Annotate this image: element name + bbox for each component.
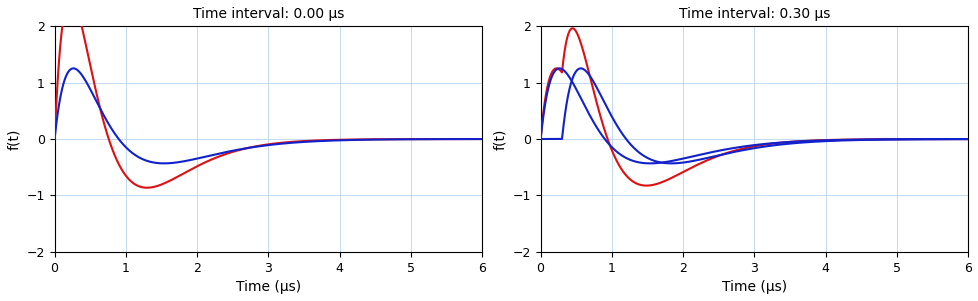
- Y-axis label: f(t): f(t): [7, 128, 21, 150]
- Title: Time interval: 0.00 μs: Time interval: 0.00 μs: [193, 7, 343, 21]
- X-axis label: Time (μs): Time (μs): [236, 280, 300, 294]
- X-axis label: Time (μs): Time (μs): [721, 280, 786, 294]
- Title: Time interval: 0.30 μs: Time interval: 0.30 μs: [678, 7, 829, 21]
- Y-axis label: f(t): f(t): [493, 128, 507, 150]
